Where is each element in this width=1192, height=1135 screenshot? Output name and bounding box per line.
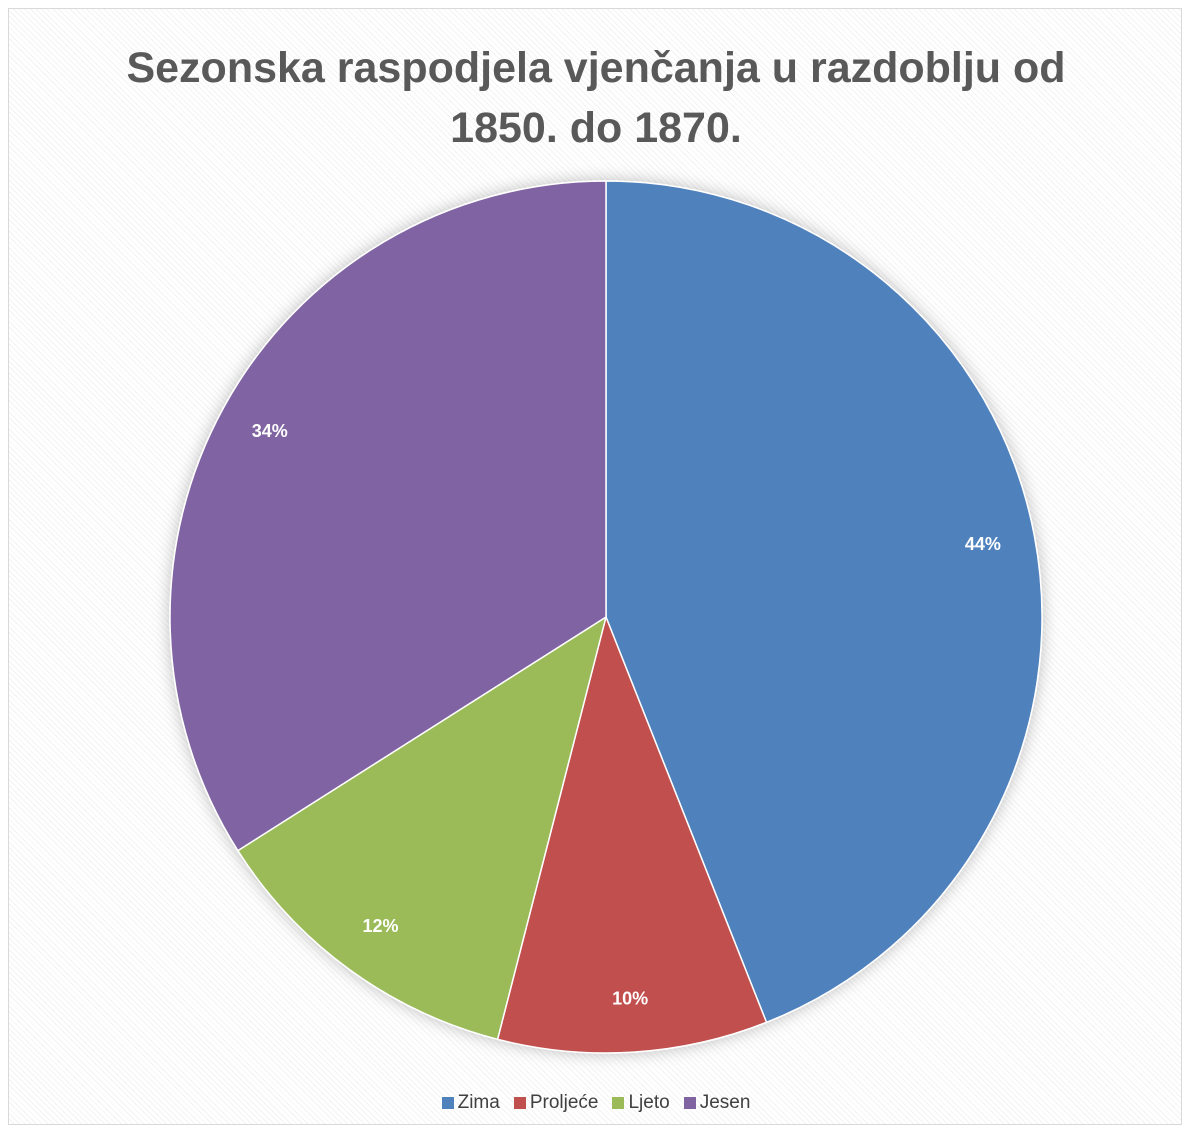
legend-item: Zima [441,1092,500,1114]
pie-slice [169,180,607,852]
legend-item: Ljeto [612,1092,670,1114]
pie-slice [605,180,1043,1024]
legend-label: Proljeće [529,1092,599,1113]
data-label: 34% [252,421,288,441]
legend-label: Ljeto [628,1092,670,1113]
legend-swatch [513,1097,526,1109]
data-label: 12% [362,916,398,936]
legend-label: Jesen [699,1092,751,1113]
legend-item: Proljeće [513,1092,599,1114]
legend: Zima Proljeće Ljeto Jesen [0,1092,1192,1114]
legend-swatch [683,1097,696,1109]
legend-swatch [612,1097,625,1109]
legend-label: Zima [457,1092,500,1113]
data-label: 44% [965,534,1001,554]
data-label: 10% [612,989,648,1009]
legend-item: Jesen [683,1092,751,1114]
pie-slice [236,615,608,1041]
pie-slice [496,614,768,1054]
legend-swatch [441,1097,454,1109]
wedges [169,180,1043,1054]
chart-title: Sezonska raspodjela vjenčanja u razdoblj… [126,44,1066,152]
